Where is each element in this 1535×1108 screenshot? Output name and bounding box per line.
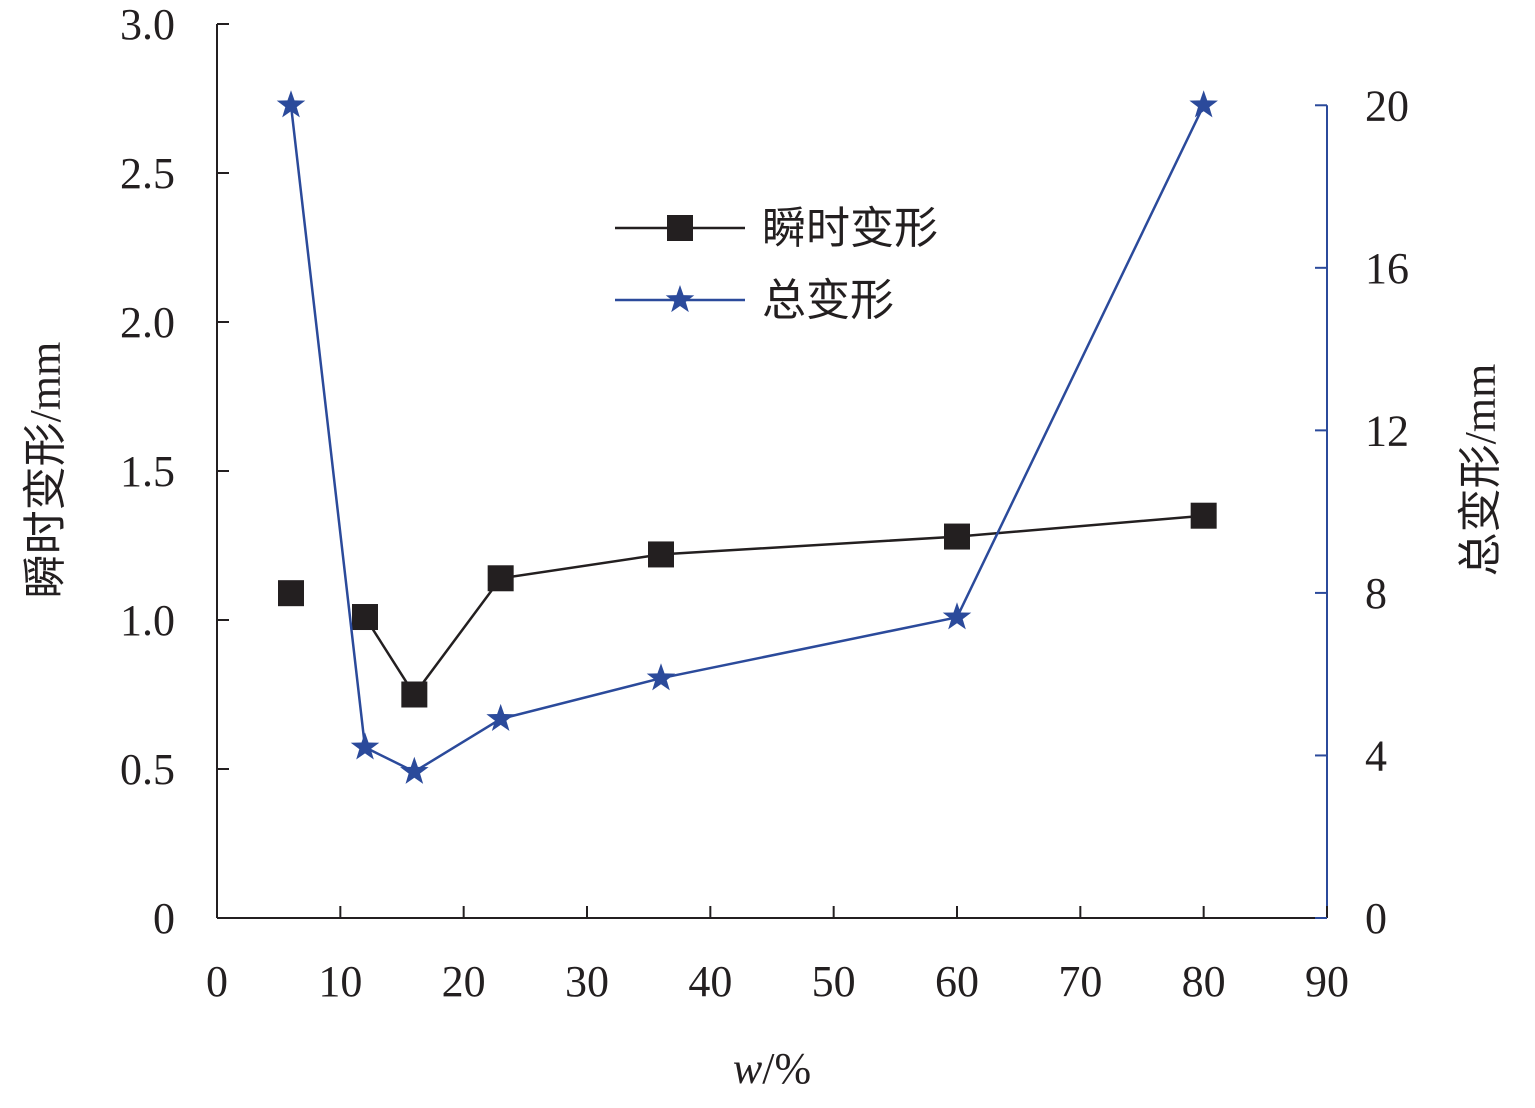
axis-titles: w/% 瞬时变形/mm 总变形/mm — [21, 342, 1505, 1093]
y-axis-left-title: 瞬时变形/mm — [21, 342, 70, 599]
y-left-tick-label: 0.5 — [120, 745, 175, 794]
series-1-point — [350, 732, 380, 760]
legend-marker-1 — [665, 285, 695, 313]
x-tick-label: 10 — [318, 957, 362, 1006]
y-left-tick-label: 2.5 — [120, 149, 175, 198]
y-left-tick-label: 2.0 — [120, 298, 175, 347]
y-left-tick-label: 1.0 — [120, 596, 175, 645]
series-0-point — [352, 604, 378, 631]
y-right-tick-label: 20 — [1365, 81, 1409, 130]
series-1-point — [276, 90, 306, 118]
x-tick-label: 50 — [812, 957, 856, 1006]
x-tick-label: 60 — [935, 957, 979, 1006]
y-left-tick-label: 1.5 — [120, 447, 175, 496]
series-1-point — [1189, 90, 1218, 118]
series-1-point — [486, 703, 515, 732]
x-axis-title-unit: /% — [762, 1044, 811, 1093]
x-tick-label: 80 — [1182, 957, 1226, 1006]
series-line-1 — [289, 104, 1205, 774]
legend-label-1: 总变形 — [762, 276, 894, 325]
x-tick-label: 70 — [1058, 957, 1102, 1006]
series-0-point — [944, 523, 970, 550]
x-tick-label: 30 — [565, 957, 609, 1006]
legend-label-0: 瞬时变形 — [762, 204, 938, 253]
series-0-point — [278, 580, 304, 607]
y-axis-right-title: 总变形/mm — [1456, 364, 1505, 577]
series-0-point — [648, 541, 674, 568]
axes: 0 10 20 30 40 50 60 70 80 90 0 0.5 1.0 1.5 2.0 2.5 3.0 0 4… — [120, 0, 1409, 1006]
series-1-point — [646, 663, 676, 691]
x-tick-label: 90 — [1305, 957, 1349, 1006]
y-right-tick-label: 12 — [1365, 406, 1409, 455]
series-line-0 — [363, 514, 1204, 697]
x-tick-label: 20 — [442, 957, 486, 1006]
y-left-tick-label: 3.0 — [120, 0, 175, 49]
series-1-point — [942, 602, 972, 630]
x-tick-label: 0 — [206, 957, 228, 1006]
x-tick-label: 40 — [688, 957, 732, 1006]
y-left-tick-label: 0 — [153, 894, 175, 943]
series-layer — [276, 90, 1218, 784]
x-axis-title: w/% — [733, 1044, 811, 1093]
legend-marker-0 — [667, 215, 693, 241]
series-0-point — [1190, 502, 1217, 529]
x-axis-title-var: w — [733, 1044, 763, 1093]
y-right-tick-label: 4 — [1365, 731, 1387, 780]
y-right-tick-label: 8 — [1365, 569, 1387, 618]
series-1-point — [400, 756, 429, 784]
y-right-tick-label: 0 — [1365, 894, 1387, 943]
series-0-point — [487, 565, 514, 592]
y-right-tick-label: 16 — [1365, 244, 1409, 293]
series-0-point — [401, 681, 428, 708]
